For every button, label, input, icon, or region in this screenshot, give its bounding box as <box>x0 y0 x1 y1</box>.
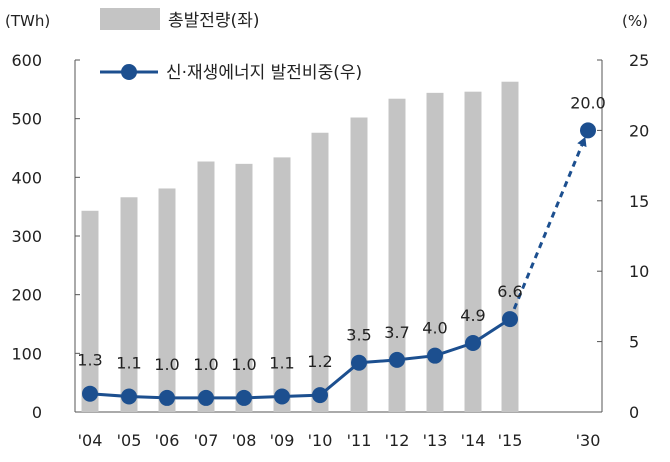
x-tick-label: '09 <box>270 431 295 450</box>
bar <box>273 157 291 412</box>
line-marker <box>502 311 518 328</box>
line-marker <box>389 351 405 368</box>
bar <box>197 161 215 412</box>
bar <box>311 132 329 412</box>
bar <box>501 81 519 412</box>
line-marker <box>274 388 290 405</box>
projection-arrowhead <box>577 136 587 148</box>
legend-bar-swatch <box>100 8 160 30</box>
x-tick-label: '08 <box>232 431 257 450</box>
line-marker <box>465 335 481 352</box>
x-tick-label: '10 <box>308 431 333 450</box>
line-marker <box>159 389 175 406</box>
x-tick-label: '05 <box>117 431 142 450</box>
data-label: 1.2 <box>307 352 332 371</box>
x-tick-label: '04 <box>78 431 103 450</box>
bar <box>81 210 99 412</box>
bar <box>158 188 176 412</box>
bar <box>120 197 138 412</box>
x-tick-label: '15 <box>498 431 523 450</box>
bar <box>388 98 406 412</box>
right-tick-label: 0 <box>629 403 639 422</box>
x-tick-label: '07 <box>194 431 219 450</box>
data-label: 1.0 <box>231 355 256 374</box>
left-tick-label: 200 <box>11 286 42 305</box>
left-tick-label: 600 <box>11 51 42 70</box>
legend-bar-label: 총발전량(좌) <box>168 11 259 31</box>
line-marker <box>312 387 328 404</box>
data-labels: 1.3 1.1 1.0 1.0 1.0 1.1 1.2 3.5 3.7 4.0 4.9 6.6 20.0 <box>77 93 606 374</box>
left-tick-label: 300 <box>11 227 42 246</box>
data-label: 1.3 <box>77 351 102 370</box>
x-tick-label: '11 <box>347 431 372 450</box>
line-marker <box>427 347 443 364</box>
legend-line-marker <box>121 64 137 80</box>
data-label: 3.7 <box>384 323 409 342</box>
right-tick-label: 5 <box>629 333 639 352</box>
data-label: 1.1 <box>269 354 294 373</box>
bar <box>350 117 368 412</box>
line-marker <box>351 354 367 371</box>
bar <box>235 163 253 412</box>
x-tick-label: '06 <box>155 431 180 450</box>
right-tick-label: 20 <box>629 121 649 140</box>
left-axis-unit: (TWh) <box>5 12 50 30</box>
line-marker <box>236 389 252 406</box>
line-series <box>82 122 596 406</box>
right-tick-label: 25 <box>629 51 649 70</box>
data-label: 4.9 <box>460 306 485 325</box>
data-label: 3.5 <box>346 326 371 345</box>
bar <box>464 91 482 413</box>
data-label: 20.0 <box>570 93 606 112</box>
x-tick-label: '13 <box>423 431 448 450</box>
line-marker <box>121 388 137 405</box>
line-marker <box>82 385 98 402</box>
left-tick-label: 500 <box>11 110 42 129</box>
legend: 총발전량(좌) 신·재생에너지 발전비중(우) <box>100 8 362 83</box>
left-tick-label: 100 <box>11 344 42 363</box>
data-label: 1.0 <box>193 355 218 374</box>
right-tick-label: 15 <box>629 192 649 211</box>
right-axis-unit: (%) <box>622 12 648 30</box>
bar <box>426 92 444 412</box>
left-tick-label: 0 <box>32 403 42 422</box>
data-label: 1.1 <box>116 354 141 373</box>
data-label: 6.6 <box>497 282 522 301</box>
right-tick-label: 10 <box>629 262 649 281</box>
bars <box>81 81 519 413</box>
x-tick-label: '12 <box>385 431 410 450</box>
left-tick-label: 400 <box>11 168 42 187</box>
data-label: 1.0 <box>154 355 179 374</box>
x-tick-label: '30 <box>576 431 601 450</box>
x-tick-label: '14 <box>461 431 486 450</box>
axes: 0 100 200 300 400 500 600 0 5 10 15 20 25 (TWh) (%) '04… <box>5 12 649 450</box>
line-marker <box>580 122 596 139</box>
legend-line-label: 신·재생에너지 발전비중(우) <box>166 63 362 83</box>
line-marker <box>198 389 214 406</box>
data-label: 4.0 <box>422 319 447 338</box>
